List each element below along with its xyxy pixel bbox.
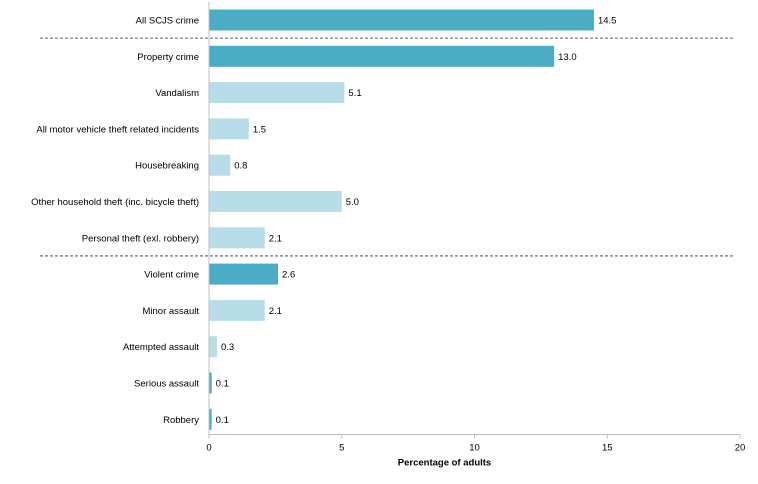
bar <box>209 227 265 249</box>
data-label: 5.1 <box>348 88 361 99</box>
category-label: Other household theft (inc. bicycle thef… <box>31 197 199 208</box>
data-label: 0.1 <box>216 379 229 390</box>
bar <box>209 118 249 140</box>
data-label: 0.1 <box>216 415 229 426</box>
bar <box>209 263 279 285</box>
data-label: 2.1 <box>269 306 282 317</box>
bar <box>209 336 217 358</box>
category-label: Robbery <box>163 415 199 426</box>
bar <box>209 9 594 31</box>
x-tick-label: 15 <box>602 443 613 454</box>
x-tick-label: 0 <box>206 443 211 454</box>
category-label: Personal theft (exl. robbery) <box>82 233 199 244</box>
category-label: Minor assault <box>143 306 200 317</box>
bar <box>209 45 555 67</box>
x-tick-label: 5 <box>339 443 344 454</box>
bar <box>209 299 265 321</box>
data-label: 0.3 <box>221 342 234 353</box>
category-label: Attempted assault <box>123 342 199 353</box>
bar <box>209 82 345 104</box>
x-tick-label: 20 <box>735 443 746 454</box>
bar <box>209 372 212 394</box>
bar <box>209 191 342 212</box>
category-label: All SCJS crime <box>136 16 199 27</box>
category-label: Property crime <box>137 52 199 63</box>
x-tick-label: 10 <box>469 443 480 454</box>
data-label: 1.5 <box>253 124 266 135</box>
data-label: 2.6 <box>282 270 295 281</box>
data-label: 0.8 <box>234 161 247 172</box>
data-label: 13.0 <box>558 52 577 63</box>
category-label: Violent crime <box>144 270 199 281</box>
category-label: Vandalism <box>155 88 199 99</box>
data-label: 14.5 <box>598 16 617 27</box>
category-label: Housebreaking <box>135 161 199 172</box>
bar <box>209 154 231 176</box>
x-axis-title: Percentage of adults <box>398 458 491 469</box>
category-label: All motor vehicle theft related incident… <box>36 124 199 135</box>
data-label: 5.0 <box>346 197 359 208</box>
category-label: Serious assault <box>134 379 199 390</box>
bar <box>209 408 212 430</box>
data-label: 2.1 <box>269 233 282 244</box>
